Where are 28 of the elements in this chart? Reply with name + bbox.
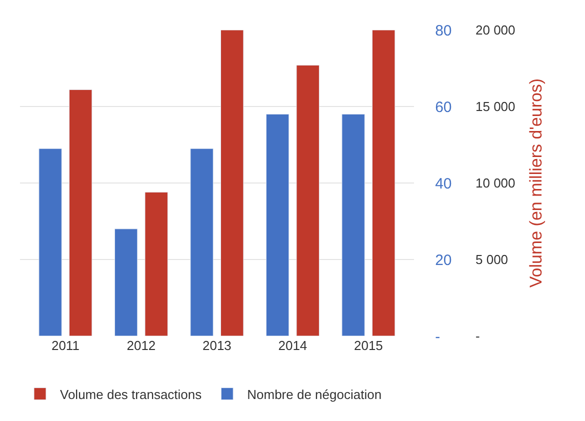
bar: [342, 114, 365, 336]
y-tick-label: 40: [435, 175, 452, 192]
y2-tick-label: 10 000: [476, 176, 516, 191]
y2-tick-label: 15 000: [476, 99, 516, 114]
y2-axis-title: Volume (en milliers d'euros): [526, 78, 546, 288]
y-tick-label: 60: [435, 98, 452, 116]
x-tick-label: 2014: [278, 338, 308, 353]
bar: [38, 148, 62, 336]
x-tick-label: 2011: [51, 338, 80, 353]
bar: [220, 30, 244, 336]
x-tick-label: 2013: [202, 338, 232, 353]
x-tick-label: 2015: [354, 338, 383, 353]
bar: [296, 64, 320, 336]
y2-tick-label: 20 000: [476, 22, 516, 38]
legend-label: Nombre de négociation: [247, 386, 382, 402]
x-tick-label: 2012: [126, 338, 156, 353]
legend-label: Volume des transactions: [60, 386, 202, 402]
bar: [144, 192, 168, 336]
bar: [190, 148, 214, 336]
y2-tick-label: 5 000: [476, 252, 508, 268]
bar: [266, 114, 290, 336]
y-tick-label: -: [435, 328, 440, 346]
bar: [68, 89, 92, 336]
bar: [372, 30, 396, 336]
y2-tick-label: -: [476, 328, 480, 344]
bar: [114, 228, 138, 336]
y-tick-label: 80: [435, 22, 452, 40]
y-tick-label: 20: [435, 252, 452, 269]
